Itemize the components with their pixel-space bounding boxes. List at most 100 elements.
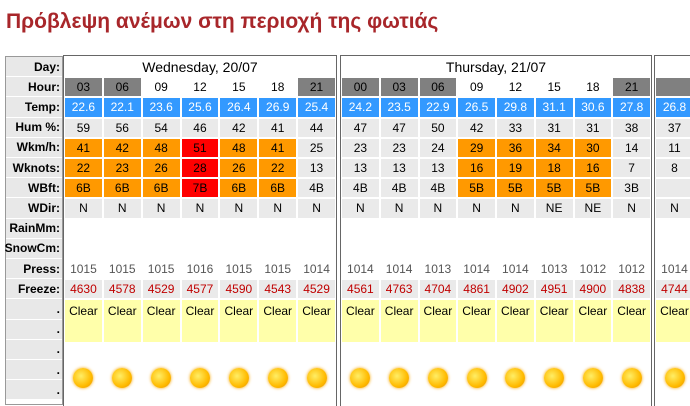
row-label: SnowCm: (5, 238, 62, 258)
row-label: Wknots: (6, 158, 62, 178)
hour-cell: 09 (142, 78, 180, 97)
wbft-cell: 6B (142, 179, 180, 198)
wbft-cell: 4B (298, 179, 335, 198)
hum-cell: 42 (220, 118, 258, 137)
press-cell: 1012 (613, 260, 650, 279)
temp-cell: 26.8 (656, 98, 690, 117)
wkmh-cell: 14 (613, 138, 650, 157)
sky-cell: Clear (181, 300, 219, 343)
row-label: Freeze: (6, 279, 62, 299)
temp-cell: 27.8 (613, 98, 650, 117)
wdir-cell: N (181, 199, 219, 218)
wknots-cell: 18 (535, 159, 573, 178)
press-cell: 1015 (220, 260, 258, 279)
row-label: WDir: (6, 198, 62, 218)
wbft-cell: 5B (458, 179, 495, 198)
freeze-cell: 4630 (65, 280, 102, 299)
sky-cell: Clear (298, 300, 335, 343)
wknots-cell: 16 (574, 159, 612, 178)
freeze-cell: 4902 (497, 280, 534, 299)
hour-cell: 06 (419, 78, 457, 97)
freeze-cell: 4900 (574, 280, 612, 299)
wdir-cell: N (259, 199, 297, 218)
hour-cell: 12 (497, 78, 534, 97)
wbft-cell: 3B (613, 179, 650, 198)
wdir-cell: N (142, 199, 180, 218)
wknots-cell: 13 (342, 159, 379, 178)
sky-cell: Clear (65, 300, 102, 343)
wkmh-cell: 23 (380, 138, 418, 157)
wknots-cell: 16 (458, 159, 495, 178)
wkmh-cell: 48 (220, 138, 258, 157)
row-label: . (6, 360, 62, 380)
sky-cell: Clear (458, 300, 495, 343)
row-label: Wkm/h: (6, 137, 62, 157)
wknots-cell: 22 (259, 159, 297, 178)
sky-cell: Clear (656, 300, 690, 343)
day-name: Thursday, 21/07 (341, 57, 651, 78)
row-label: Temp: (6, 97, 62, 117)
sky-cell: Clear (535, 300, 573, 343)
freeze-cell: 4744 (656, 280, 690, 299)
sky-cell: Clear (380, 300, 418, 343)
freeze-cell: 4951 (535, 280, 573, 299)
row-label: Hour: (6, 77, 62, 97)
freeze-cell: 4704 (419, 280, 457, 299)
freeze-cell: 4578 (103, 280, 141, 299)
row-label: Press: (6, 259, 62, 279)
hum-cell: 42 (458, 118, 495, 137)
hum-cell: 56 (103, 118, 141, 137)
sky-cell: Clear (574, 300, 612, 343)
sun-icon (306, 368, 327, 388)
wkmh-cell: 11 (656, 138, 690, 157)
hour-cell (656, 78, 690, 97)
sky-cell: Clear (103, 300, 141, 343)
hour-cell: 21 (613, 78, 650, 97)
wknots-cell: 7 (613, 159, 650, 178)
wdir-cell: N (656, 199, 690, 218)
wdir-cell: N (298, 199, 335, 218)
temp-cell: 26.9 (259, 98, 297, 117)
temp-cell: 29.8 (497, 98, 534, 117)
hour-cell: 12 (181, 78, 219, 97)
wbft-cell: 6B (103, 179, 141, 198)
sun-icon (664, 368, 685, 388)
sky-cell: Clear (497, 300, 534, 343)
wkmh-cell: 41 (65, 138, 102, 157)
wknots-cell: 13 (419, 159, 457, 178)
hour-cell: 00 (342, 78, 379, 97)
day-name: Wednesday, 20/07 (64, 57, 336, 78)
wknots-cell: 8 (656, 159, 690, 178)
hum-cell: 59 (65, 118, 102, 137)
temp-cell: 23.6 (142, 98, 180, 117)
temp-cell: 31.1 (535, 98, 573, 117)
sun-icon (73, 368, 94, 388)
sky-cell: Clear (259, 300, 297, 343)
sky-cell: Clear (342, 300, 379, 343)
hour-cell: 21 (298, 78, 335, 97)
wknots-cell: 13 (380, 159, 418, 178)
sun-icon (350, 368, 371, 388)
wbft-cell: 4B (342, 179, 379, 198)
press-cell: 1015 (142, 260, 180, 279)
sun-icon (427, 368, 448, 388)
hour-cell: 18 (574, 78, 612, 97)
press-cell: 1014 (380, 260, 418, 279)
hum-cell: 54 (142, 118, 180, 137)
hum-cell: 50 (419, 118, 457, 137)
temp-cell: 26.4 (220, 98, 258, 117)
wkmh-cell: 30 (574, 138, 612, 157)
freeze-cell: 4529 (142, 280, 180, 299)
hour-cell: 03 (65, 78, 102, 97)
press-cell: 1013 (535, 260, 573, 279)
temp-cell: 23.5 (380, 98, 418, 117)
wknots-cell: 22 (65, 159, 102, 178)
row-label: . (6, 380, 62, 400)
wkmh-cell: 41 (259, 138, 297, 157)
wkmh-cell: 42 (103, 138, 141, 157)
freeze-cell: 4577 (181, 280, 219, 299)
wkmh-cell: 29 (458, 138, 495, 157)
press-cell: 1016 (181, 260, 219, 279)
temp-cell: 26.5 (458, 98, 495, 117)
sun-icon (505, 368, 526, 388)
